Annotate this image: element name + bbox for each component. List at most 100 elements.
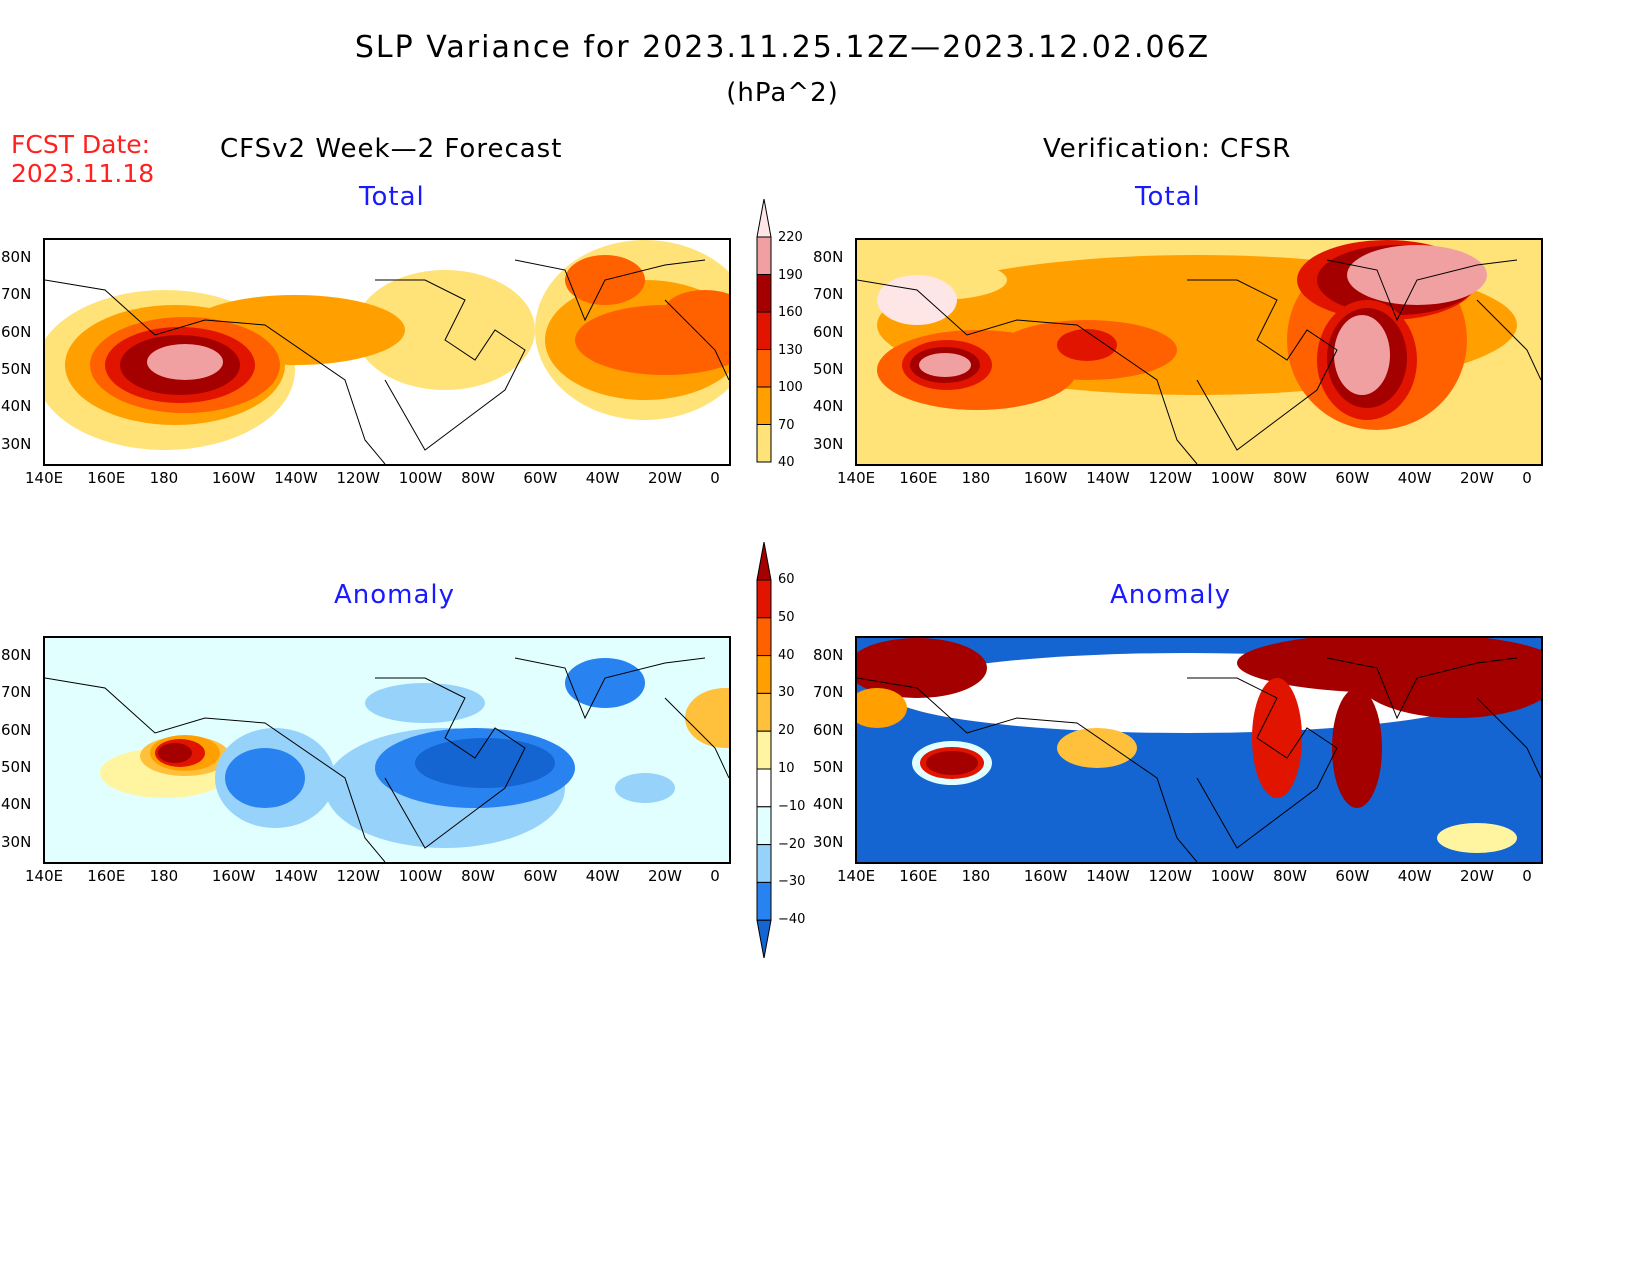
colorbar-swatch: [756, 655, 772, 694]
colorbar-swatch: [756, 274, 772, 313]
lon-tick-label: 60W: [523, 469, 558, 487]
lon-tick-label: 180: [149, 867, 179, 885]
lon-tick-label: 140E: [25, 469, 64, 487]
lon-tick-label: 100W: [398, 469, 443, 487]
lon-tick-label: 140W: [274, 867, 318, 885]
lon-tick-label: 60W: [1335, 469, 1370, 487]
lat-tick-label: 50N: [1, 359, 32, 378]
contour-region: [685, 688, 729, 748]
contour-region: [355, 270, 535, 390]
lon-tick-label: 160W: [211, 469, 256, 487]
anomaly-colorbar: [756, 542, 772, 959]
lon-tick-label: 180: [961, 469, 991, 487]
lon-tick-label: 160E: [899, 867, 938, 885]
colorbar-triangle: [756, 919, 772, 959]
contour-region: [225, 748, 305, 808]
lat-tick-label: 60N: [813, 720, 844, 739]
colorbar-swatch: [756, 349, 772, 388]
lon-tick-label: 100W: [1210, 469, 1255, 487]
total-colorbar: [756, 199, 772, 463]
colorbar-swatch: [756, 579, 772, 619]
lon-tick-label: 20W: [1460, 867, 1494, 885]
lat-tick-label: 70N: [1, 285, 32, 304]
colorbar-swatch: [756, 768, 772, 808]
lon-tick-label: 140E: [837, 469, 876, 487]
colorbar-swatch: [756, 311, 772, 350]
contour-region: [565, 658, 645, 708]
lat-tick-label: 30N: [1, 832, 32, 851]
lon-tick-label: 120W: [1148, 469, 1192, 487]
lat-tick-label: 50N: [1, 757, 32, 776]
lon-tick-label: 160E: [87, 469, 126, 487]
colorbar-swatch: [756, 692, 772, 732]
contour-region: [926, 751, 978, 775]
contour-region: [1357, 638, 1541, 718]
lon-tick-label: 120W: [336, 469, 380, 487]
lon-tick-label: 40W: [1397, 867, 1432, 885]
colorbar-swatch: [756, 236, 772, 275]
contour-region: [1334, 315, 1390, 395]
colorbar-triangle: [756, 199, 772, 238]
lon-tick-label: 60W: [1335, 867, 1370, 885]
contour-region: [1252, 678, 1302, 798]
lat-tick-label: 50N: [813, 757, 844, 776]
contour-region: [147, 344, 223, 380]
lon-tick-label: 160W: [211, 867, 256, 885]
lat-tick-label: 70N: [1, 683, 32, 702]
lat-tick-label: 80N: [1, 248, 32, 266]
lat-tick-label: 40N: [813, 795, 844, 814]
lat-tick-label: 80N: [813, 646, 844, 664]
contour-region: [365, 683, 485, 723]
anomaly-colorbar-label: −10: [778, 798, 806, 814]
figure-title: SLP Variance for 2023.11.25.12Z—2023.12.…: [354, 30, 1211, 65]
contour-region: [1332, 688, 1382, 808]
anomaly-colorbar-label: 10: [778, 761, 795, 776]
colorbar-swatch: [756, 617, 772, 657]
lon-tick-label: 100W: [1210, 867, 1255, 885]
lon-tick-label: 120W: [1148, 867, 1192, 885]
anomaly-colorbar-label: −40: [778, 912, 806, 928]
contour-region: [415, 738, 555, 788]
lon-tick-label: 40W: [585, 469, 620, 487]
contour-region: [919, 353, 971, 377]
lon-tick-label: 160E: [899, 469, 938, 487]
forecast-anomaly-map: [43, 636, 731, 864]
lon-tick-label: 60W: [523, 867, 558, 885]
lon-tick-label: 160W: [1023, 469, 1068, 487]
colorbar-swatch: [756, 424, 772, 463]
lon-tick-label: 100W: [398, 867, 443, 885]
total-colorbar-label: 130: [778, 342, 803, 358]
lat-tick-label: 40N: [813, 397, 844, 416]
contour-region: [1347, 245, 1487, 305]
contour-region: [665, 290, 729, 330]
lon-tick-label: 0: [1522, 867, 1532, 885]
total-colorbar-label: 40: [778, 455, 795, 470]
lon-tick-label: 160W: [1023, 867, 1068, 885]
lon-tick-label: 40W: [585, 867, 620, 885]
contour-region: [877, 275, 957, 325]
contour-region: [1057, 728, 1137, 768]
units-label: (hPa^2): [726, 78, 839, 108]
lon-tick-label: 140E: [837, 867, 876, 885]
lon-tick-label: 80W: [461, 867, 496, 885]
total-colorbar-label: 70: [778, 417, 795, 433]
lat-tick-label: 40N: [1, 795, 32, 814]
anomaly-colorbar-label: 40: [778, 647, 795, 663]
lon-tick-label: 180: [149, 469, 179, 487]
forecast-header: CFSv2 Week—2 Forecast: [220, 134, 563, 164]
anomaly-colorbar-label: 20: [778, 723, 795, 739]
lat-tick-label: 60N: [1, 720, 32, 739]
coastline: [857, 259, 1541, 464]
lat-tick-label: 80N: [813, 248, 844, 266]
anomaly-colorbar-label: 60: [778, 572, 795, 587]
contour-region: [158, 743, 192, 763]
total-colorbar-label: 220: [778, 230, 803, 245]
colorbar-triangle: [756, 542, 772, 581]
verification-anomaly-subtitle: Anomaly: [1110, 580, 1232, 610]
lat-tick-label: 60N: [813, 322, 844, 341]
verification-total-subtitle: Total: [1135, 182, 1201, 212]
anomaly-colorbar-label: 30: [778, 685, 795, 701]
lon-tick-label: 140W: [1086, 469, 1130, 487]
colorbar-swatch: [756, 806, 772, 846]
lat-tick-label: 80N: [1, 646, 32, 664]
